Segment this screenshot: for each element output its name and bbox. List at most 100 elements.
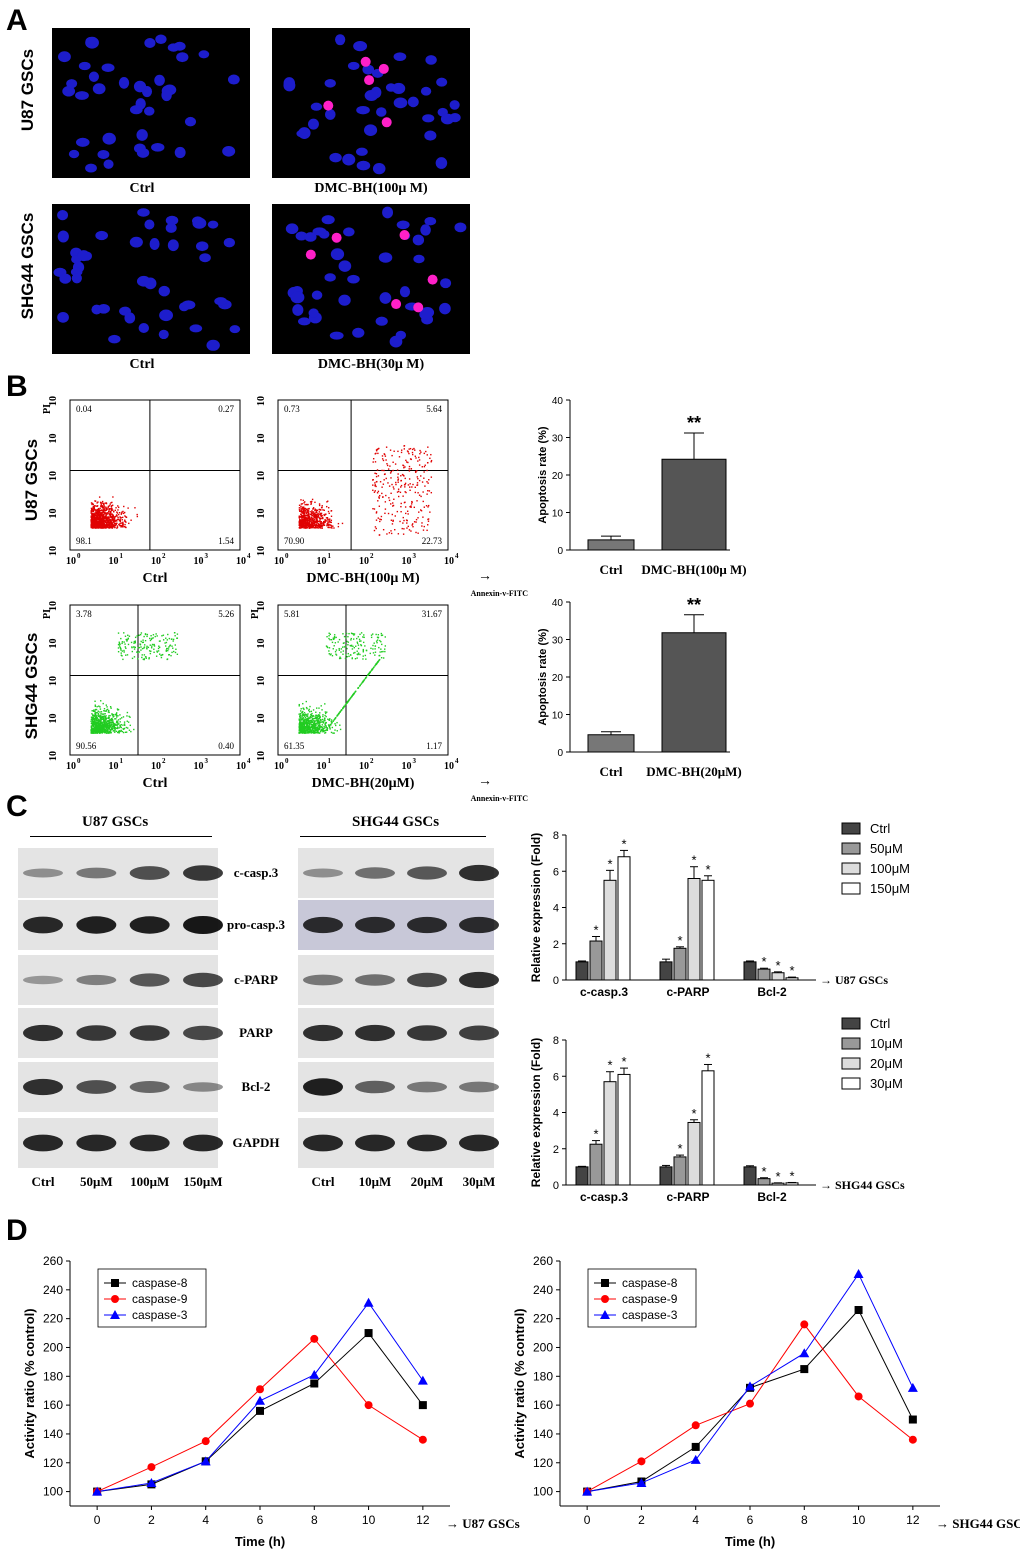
y-tick-label: 100 bbox=[43, 1485, 63, 1499]
event-dot bbox=[391, 454, 393, 457]
event-dot bbox=[397, 481, 399, 483]
event-dot bbox=[300, 726, 303, 729]
protein-band bbox=[407, 916, 447, 934]
event-dot bbox=[407, 461, 409, 464]
marker-caspase-3 bbox=[690, 1454, 701, 1464]
event-dot bbox=[304, 714, 306, 716]
event-dot bbox=[305, 527, 307, 529]
event-dot bbox=[376, 469, 379, 471]
event-dot bbox=[121, 650, 124, 652]
event-dot bbox=[410, 468, 412, 470]
event-dot bbox=[298, 705, 300, 707]
nucleus-blue bbox=[137, 208, 150, 217]
event-dot bbox=[377, 636, 380, 639]
nucleus-blue bbox=[58, 51, 71, 63]
event-dot bbox=[365, 649, 368, 652]
event-dot bbox=[106, 517, 108, 519]
event-dot bbox=[106, 724, 108, 727]
event-dot bbox=[92, 729, 94, 731]
event-dot bbox=[315, 523, 318, 526]
y-axis-label: Relative expression (Fold) bbox=[529, 833, 543, 982]
event-dot bbox=[116, 727, 119, 730]
event-dot bbox=[99, 718, 102, 720]
event-dot bbox=[129, 716, 131, 718]
y-tick-label: 140 bbox=[533, 1427, 553, 1441]
nucleus-apoptotic bbox=[391, 299, 402, 310]
event-dot bbox=[108, 732, 111, 734]
event-dot bbox=[96, 522, 98, 525]
event-dot bbox=[117, 518, 120, 520]
event-dot bbox=[148, 658, 150, 660]
y-tick-label: 10 bbox=[552, 509, 564, 520]
event-dot bbox=[103, 728, 105, 730]
event-dot bbox=[107, 524, 109, 526]
bar-Ctrl bbox=[575, 1166, 589, 1186]
event-dot bbox=[174, 644, 176, 646]
x-tick-label: 0 bbox=[94, 1513, 101, 1527]
protein-band bbox=[459, 971, 499, 989]
event-dot bbox=[301, 517, 303, 519]
event-dot bbox=[93, 505, 96, 507]
event-dot bbox=[308, 519, 310, 522]
event-dot bbox=[110, 718, 112, 721]
event-dot bbox=[363, 679, 365, 681]
nucleus-blue bbox=[151, 143, 165, 152]
event-dot bbox=[383, 469, 385, 472]
event-dot bbox=[120, 637, 122, 640]
event-dot bbox=[312, 729, 314, 731]
event-dot bbox=[309, 728, 311, 730]
event-dot bbox=[93, 723, 96, 725]
marker-caspase-3 bbox=[200, 1456, 211, 1466]
event-dot bbox=[93, 516, 96, 518]
event-dot bbox=[304, 716, 307, 719]
event-dot bbox=[165, 650, 168, 652]
panel-a-row-label-u87: U87 GSCs bbox=[18, 48, 37, 132]
event-dot bbox=[119, 643, 121, 646]
event-dot bbox=[116, 724, 119, 726]
event-dot bbox=[138, 646, 141, 649]
protein-band bbox=[459, 1025, 499, 1041]
event-dot bbox=[372, 458, 375, 460]
event-dot bbox=[329, 728, 331, 730]
event-dot bbox=[103, 730, 105, 732]
event-dot bbox=[113, 518, 115, 520]
event-dot bbox=[114, 509, 116, 512]
event-dot bbox=[95, 731, 98, 733]
micrograph-u87-ctrl bbox=[52, 28, 250, 178]
event-dot bbox=[121, 512, 123, 514]
nucleus-blue bbox=[206, 339, 220, 351]
event-dot bbox=[392, 461, 394, 463]
event-dot bbox=[418, 459, 421, 461]
protein-band bbox=[459, 864, 499, 882]
event-dot bbox=[105, 721, 108, 724]
event-dot bbox=[326, 516, 328, 519]
event-dot bbox=[324, 723, 326, 726]
legend-label: caspase-8 bbox=[622, 1276, 678, 1290]
event-dot bbox=[114, 520, 116, 522]
protein-band bbox=[303, 974, 343, 986]
event-dot bbox=[329, 718, 331, 720]
event-dot bbox=[334, 729, 336, 731]
event-dot bbox=[119, 721, 121, 723]
band-label: Bcl-2 bbox=[242, 1079, 271, 1094]
event-dot bbox=[304, 522, 306, 525]
event-dot bbox=[91, 710, 93, 712]
event-dot bbox=[334, 717, 337, 719]
event-dot bbox=[133, 642, 135, 644]
event-dot bbox=[411, 501, 413, 504]
event-dot bbox=[414, 486, 416, 488]
event-dot bbox=[308, 525, 311, 528]
event-dot bbox=[418, 511, 420, 513]
event-dot bbox=[107, 505, 110, 507]
event-dot bbox=[308, 721, 310, 723]
event-dot bbox=[308, 717, 310, 719]
event-dot bbox=[112, 525, 115, 528]
event-dot bbox=[117, 719, 120, 721]
event-dot bbox=[310, 732, 312, 734]
event-dot bbox=[405, 459, 407, 462]
nucleus-blue bbox=[449, 100, 460, 110]
event-dot bbox=[103, 522, 105, 525]
event-dot bbox=[352, 645, 354, 648]
event-dot bbox=[113, 519, 116, 522]
y-tick-label: 260 bbox=[43, 1254, 63, 1268]
